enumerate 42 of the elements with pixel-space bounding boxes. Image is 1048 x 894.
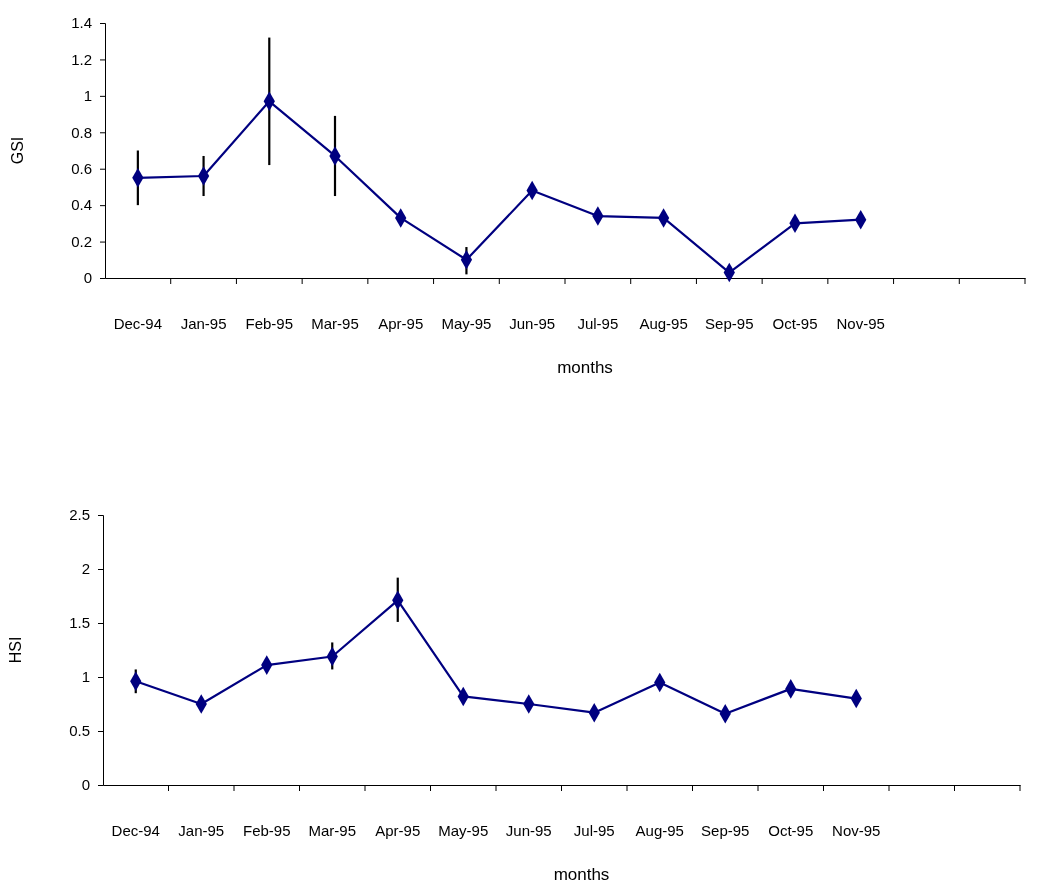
y-tick-label: 2.5 (69, 506, 90, 524)
y-tick-label: 1.4 (71, 14, 92, 32)
y-tick-label: 1 (83, 87, 92, 105)
x-tick-label: Jan-95 (180, 314, 227, 332)
y-tick-label: 0.2 (71, 232, 92, 250)
x-tick-label: Mar-95 (308, 821, 357, 839)
y-axis-title: HSI (7, 636, 24, 664)
x-tick-label: Oct-95 (772, 314, 818, 332)
x-tick-label: May-95 (441, 314, 492, 332)
x-tick-label: Apr-95 (375, 821, 421, 839)
y-tick-label: 1.5 (69, 614, 90, 632)
x-tick-label: Apr-95 (378, 314, 424, 332)
y-tick-label: 2 (81, 560, 90, 578)
x-tick-label: Aug-95 (639, 314, 688, 332)
x-axis-title: months (553, 865, 610, 884)
y-tick-label: 0 (81, 776, 90, 794)
y-tick-label: 0 (83, 269, 92, 287)
x-tick-label: Jul-95 (577, 314, 619, 332)
x-tick-label: Dec-94 (111, 821, 160, 839)
x-axis-title: months (557, 358, 613, 377)
x-tick-label: May-95 (438, 821, 489, 839)
x-tick-label: Nov-95 (832, 821, 881, 839)
x-tick-label: Jan-95 (178, 821, 225, 839)
x-tick-label: Feb-95 (242, 821, 291, 839)
y-tick-label: 1.2 (71, 50, 92, 68)
x-tick-label: Jul-95 (573, 821, 615, 839)
x-tick-label: Sep-95 (705, 314, 754, 332)
y-tick-label: 0.6 (71, 160, 92, 178)
x-tick-label: Sep-95 (701, 821, 750, 839)
y-tick-label: 0.8 (71, 123, 92, 141)
x-tick-label: Jun-95 (505, 821, 552, 839)
x-tick-label: Dec-94 (113, 314, 163, 332)
x-tick-label: Mar-95 (311, 314, 359, 332)
y-tick-label: 1 (81, 668, 90, 686)
x-tick-label: Aug-95 (635, 821, 684, 839)
y-tick-label: 0.5 (69, 722, 90, 740)
x-tick-label: Feb-95 (245, 314, 294, 332)
x-tick-label: Oct-95 (768, 821, 814, 839)
y-tick-label: 0.4 (71, 196, 92, 214)
x-tick-label: Nov-95 (836, 314, 885, 332)
y-axis-title: GSI (9, 136, 26, 165)
x-tick-label: Jun-95 (509, 314, 556, 332)
